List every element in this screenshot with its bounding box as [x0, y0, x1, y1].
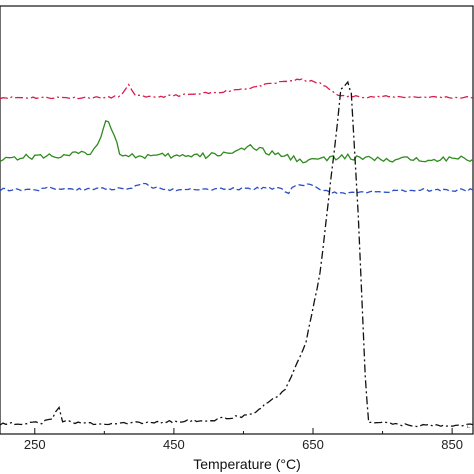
x-axis-title: Temperature (°C): [193, 456, 301, 472]
x-tick-label: 850: [441, 437, 463, 452]
x-tick-label: 450: [163, 437, 185, 452]
series-line-4: [0, 80, 474, 428]
x-axis-ticks: 250 450 650 850: [24, 428, 463, 452]
plot-frame: [0, 5, 474, 435]
series-line-1: [0, 77, 474, 100]
series-layer: [0, 77, 474, 428]
series-line-2: [0, 120, 474, 164]
x-tick-label: 650: [302, 437, 324, 452]
x-tick-label: 250: [24, 437, 46, 452]
corner-mark: L: [467, 424, 471, 430]
series-line-3: [0, 182, 474, 195]
